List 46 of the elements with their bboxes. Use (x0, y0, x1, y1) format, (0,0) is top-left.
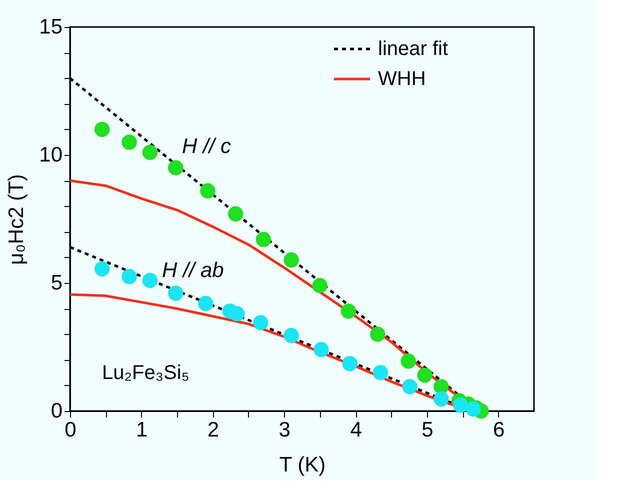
point (122, 134, 137, 150)
point (400, 354, 416, 369)
x-axis-title: T (K) (279, 454, 326, 476)
point (434, 391, 449, 407)
point (312, 278, 328, 294)
point (168, 286, 184, 301)
x-tick-label: 2 (207, 418, 220, 442)
point (122, 269, 137, 284)
point (168, 160, 184, 176)
y-tick-label: 10 (39, 144, 62, 166)
y-tick-label: 0 (50, 400, 62, 422)
y-tick-label: 15 (39, 16, 62, 38)
point (253, 315, 268, 330)
x-tick-label: 4 (350, 418, 362, 442)
point (142, 272, 158, 288)
point (452, 398, 468, 413)
point (284, 252, 299, 268)
x-tick-label: 0 (64, 418, 76, 442)
point (417, 368, 432, 383)
point (340, 304, 356, 319)
y-axis-title: μ₀Hc2 (T) (5, 174, 28, 265)
point (402, 379, 418, 394)
point (284, 328, 299, 344)
point (94, 122, 110, 137)
point (229, 306, 245, 322)
point (142, 144, 158, 160)
point (228, 206, 244, 222)
annotation: Lu₂Fe₃Si₅ (102, 362, 190, 384)
point (314, 342, 329, 358)
x-tick-label: 1 (136, 418, 148, 442)
legend-label: linear fit (378, 38, 448, 60)
point (370, 326, 386, 342)
point (198, 296, 214, 312)
point (94, 261, 110, 276)
x-tick-label: 5 (422, 418, 434, 442)
x-tick-label: 6 (492, 418, 505, 442)
annotation: H // ab (162, 259, 224, 282)
y-tick-label: 5 (50, 272, 62, 294)
point (466, 401, 481, 417)
point (372, 365, 388, 380)
point (256, 232, 272, 248)
point (342, 356, 358, 372)
point (200, 183, 216, 198)
x-tick-label: 3 (278, 418, 290, 442)
legend-label: WHH (378, 68, 426, 90)
annotation: H // c (182, 135, 232, 158)
